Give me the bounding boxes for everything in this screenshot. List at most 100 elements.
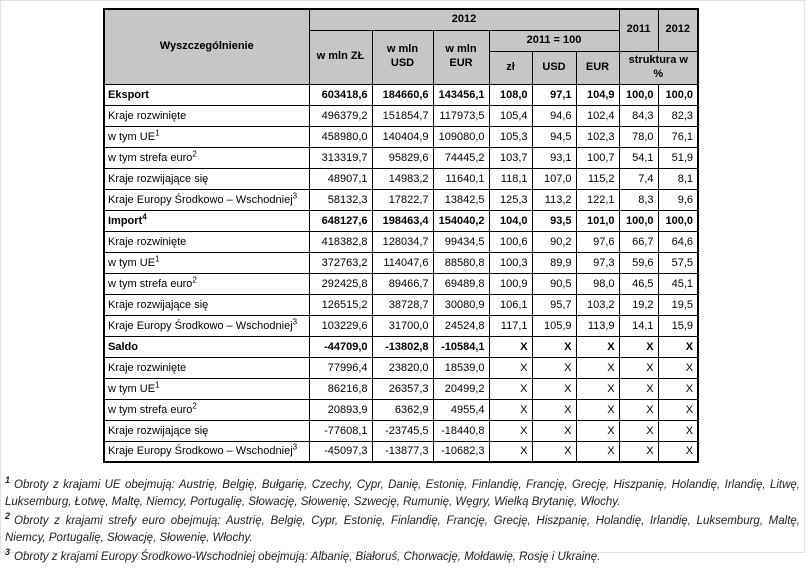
cell-value: 458980,0 xyxy=(308,125,373,148)
row-label: w tym UE1 xyxy=(103,251,310,274)
cell-value: 105,3 xyxy=(488,125,533,148)
cell-value: X xyxy=(488,440,533,463)
cell-value: -23745,5 xyxy=(371,419,434,442)
footnotes: 1 Obroty z krajami UE obejmują: Austrię, … xyxy=(5,475,800,568)
cell-value: -18440,8 xyxy=(432,419,490,442)
cell-value: X xyxy=(488,356,533,379)
row-label-superscript: 2 xyxy=(192,400,197,410)
row-label: Kraje Europy Środkowo – Wschodniej3 xyxy=(103,188,310,211)
row-label: w tym strefa euro2 xyxy=(103,272,310,295)
row-label: w tym strefa euro2 xyxy=(103,146,310,169)
cell-value: 184660,6 xyxy=(371,83,434,106)
table-row: Kraje rozwijające się 126515,2 38728,7 3008… xyxy=(103,293,699,316)
row-label: Eksport xyxy=(103,83,310,106)
cell-value: 78,0 xyxy=(618,125,659,148)
cell-value: X xyxy=(488,377,533,400)
cell-value: X xyxy=(531,419,577,442)
cell-value: 103229,6 xyxy=(308,314,373,337)
cell-value: 100,0 xyxy=(618,83,659,106)
cell-value: 100,0 xyxy=(657,83,699,106)
cell-value: 98,0 xyxy=(575,272,620,295)
footnote-3: 3 Obroty z krajami Europy Środkowo-Wschod… xyxy=(5,547,800,566)
cell-value: 128034,7 xyxy=(371,230,434,253)
table-row: w tym UE1 86216,8 26357,3 20499,2 X X X X X xyxy=(103,377,699,400)
cell-value: 100,6 xyxy=(488,230,533,253)
cell-value: X xyxy=(531,440,577,463)
cell-value: 118,1 xyxy=(488,167,533,190)
footnote-2-text: Obroty z krajami strefy euro obejmują: A… xyxy=(5,515,800,544)
cell-value: X xyxy=(531,398,577,421)
cell-value: 154040,2 xyxy=(432,209,490,232)
cell-value: 30080,9 xyxy=(432,293,490,316)
footnote-1-marker: 1 xyxy=(5,475,11,486)
cell-value: 103,2 xyxy=(575,293,620,316)
cell-value: X xyxy=(575,440,620,463)
row-label-superscript: 3 xyxy=(292,190,298,200)
cell-value: 100,0 xyxy=(657,209,699,232)
cell-value: -10584,1 xyxy=(432,335,490,358)
header-mln-usd: w mln USD xyxy=(371,29,434,85)
header-structure: struktura w % xyxy=(618,50,699,85)
cell-value: -10682,3 xyxy=(432,440,490,463)
header-idx-eur: EUR xyxy=(575,50,620,85)
header-index-group: 2011 = 100 xyxy=(488,29,620,52)
footnote-3-marker: 3 xyxy=(5,547,11,558)
cell-value: 66,7 xyxy=(618,230,659,253)
cell-value: 94,5 xyxy=(531,125,577,148)
cell-value: 104,0 xyxy=(488,209,533,232)
row-label: Kraje rozwinięte xyxy=(103,230,310,253)
cell-value: -77608,1 xyxy=(308,419,373,442)
cell-value: 23820,0 xyxy=(371,356,434,379)
cell-value: X xyxy=(618,335,659,358)
cell-value: X xyxy=(531,356,577,379)
table-row: Kraje rozwijające się 48907,1 14983,2 11640… xyxy=(103,167,699,190)
cell-value: 90,2 xyxy=(531,230,577,253)
cell-value: -44709,0 xyxy=(308,335,373,358)
cell-value: 104,9 xyxy=(575,83,620,106)
table-row: Kraje Europy Środkowo – Wschodniej3 58132… xyxy=(103,188,699,211)
cell-value: 48907,1 xyxy=(308,167,373,190)
cell-value: 113,2 xyxy=(531,188,577,211)
cell-value: 99434,5 xyxy=(432,230,490,253)
cell-value: 51,9 xyxy=(657,146,699,169)
cell-value: 84,3 xyxy=(618,104,659,127)
cell-value: 97,1 xyxy=(531,83,577,106)
cell-value: 418382,8 xyxy=(308,230,373,253)
cell-value: X xyxy=(531,377,577,400)
cell-value: 113,9 xyxy=(575,314,620,337)
cell-value: 115,2 xyxy=(575,167,620,190)
table-row: Kraje rozwinięte 418382,8 128034,7 99434,5 1… xyxy=(103,230,699,253)
cell-value: 102,4 xyxy=(575,104,620,127)
cell-value: X xyxy=(657,335,699,358)
row-label: Kraje rozwinięte xyxy=(103,356,310,379)
cell-value: X xyxy=(575,356,620,379)
footnote-2-marker: 2 xyxy=(5,511,11,522)
cell-value: 93,1 xyxy=(531,146,577,169)
header-2011-column: 2011 xyxy=(618,8,659,52)
table-row: w tym strefa euro2 20893,9 6362,9 4955,4 X X X… xyxy=(103,398,699,421)
cell-value: 54,1 xyxy=(618,146,659,169)
cell-value: X xyxy=(618,419,659,442)
cell-value: X xyxy=(618,398,659,421)
row-label: Saldo xyxy=(103,335,310,358)
row-label-superscript: 1 xyxy=(155,127,160,137)
cell-value: 7,4 xyxy=(618,167,659,190)
cell-value: X xyxy=(575,377,620,400)
header-mln-zl: w mln ZŁ xyxy=(308,29,373,85)
row-label-superscript: 1 xyxy=(155,379,160,389)
cell-value: 106,1 xyxy=(488,293,533,316)
cell-value: 107,0 xyxy=(531,167,577,190)
cell-value: 122,1 xyxy=(575,188,620,211)
cell-value: 292425,8 xyxy=(308,272,373,295)
row-label: Kraje Europy Środkowo – Wschodniej3 xyxy=(103,314,310,337)
cell-value: 105,9 xyxy=(531,314,577,337)
row-label: w tym strefa euro2 xyxy=(103,398,310,421)
row-label: Kraje rozwijające się xyxy=(103,419,310,442)
cell-value: 105,4 xyxy=(488,104,533,127)
row-label-superscript: 3 xyxy=(292,316,298,326)
cell-value: 126515,2 xyxy=(308,293,373,316)
cell-value: 94,6 xyxy=(531,104,577,127)
table-row: w tym strefa euro2 292425,8 89466,7 69489,8… xyxy=(103,272,699,295)
cell-value: X xyxy=(657,419,699,442)
cell-value: 198463,4 xyxy=(371,209,434,232)
